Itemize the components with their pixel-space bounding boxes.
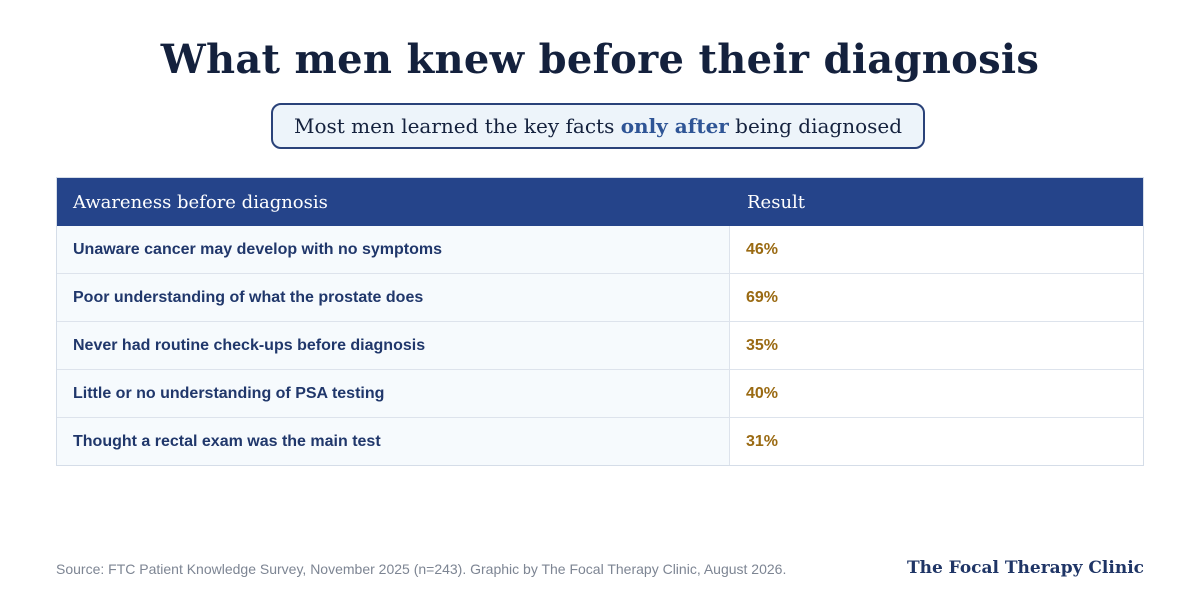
source-note: Source: FTC Patient Knowledge Survey, No…: [56, 561, 787, 577]
subtitle-callout: Most men learned the key facts only afte…: [271, 103, 925, 149]
table-row: Thought a rectal exam was the main test 3…: [57, 417, 1143, 465]
subtitle-text-after: being diagnosed: [728, 114, 903, 138]
row-label: Poor understanding of what the prostate …: [57, 274, 730, 321]
awareness-table: Awareness before diagnosis Result Unawar…: [56, 177, 1144, 466]
column-header-result: Result: [747, 191, 806, 213]
subtitle-text-before: Most men learned the key facts: [293, 114, 621, 138]
table-row: Unaware cancer may develop with no sympt…: [57, 226, 1143, 273]
table-header: Awareness before diagnosis Result: [57, 178, 1143, 226]
table-body: Unaware cancer may develop with no sympt…: [57, 226, 1143, 465]
row-value: 31%: [730, 418, 1143, 465]
row-label: Unaware cancer may develop with no sympt…: [57, 226, 730, 273]
row-label: Never had routine check-ups before diagn…: [57, 322, 730, 369]
row-value: 40%: [730, 370, 1143, 417]
row-value: 46%: [730, 226, 1143, 273]
row-value: 69%: [730, 274, 1143, 321]
table-row: Poor understanding of what the prostate …: [57, 273, 1143, 321]
column-header-awareness: Awareness before diagnosis: [73, 191, 328, 213]
table-row: Never had routine check-ups before diagn…: [57, 321, 1143, 369]
table-row: Little or no understanding of PSA testin…: [57, 369, 1143, 417]
page-title: What men knew before their diagnosis: [160, 36, 1040, 83]
row-label: Little or no understanding of PSA testin…: [57, 370, 730, 417]
row-label: Thought a rectal exam was the main test: [57, 418, 730, 465]
brand-name: The Focal Therapy Clinic: [906, 558, 1144, 578]
row-value: 35%: [730, 322, 1143, 369]
subtitle-highlight: only after: [620, 114, 729, 138]
